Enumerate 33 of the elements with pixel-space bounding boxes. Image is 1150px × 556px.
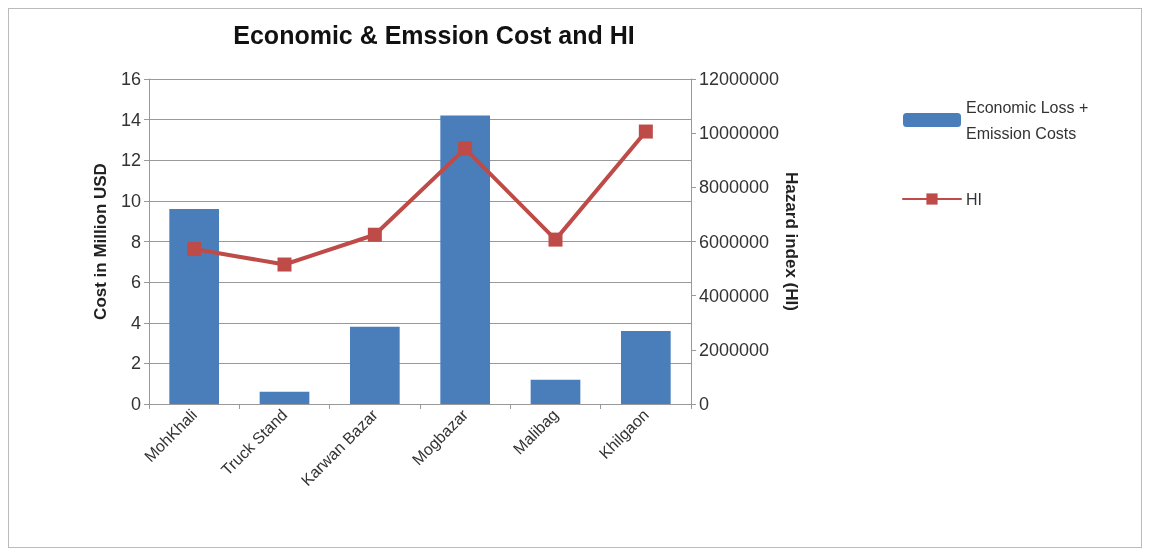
legend-label: Economic Loss + Emission Costs <box>966 98 1093 142</box>
y2-tick-label: 10000000 <box>699 123 780 144</box>
y-tick-label: 12 <box>120 150 141 171</box>
bar <box>530 379 581 404</box>
y-axis-title: Cost in Million USD <box>91 163 110 320</box>
y-tick-label: 10 <box>120 190 141 211</box>
y-tick-label: 2 <box>130 353 141 374</box>
y-tick-label: 6 <box>130 272 141 293</box>
y2-axis-title: Hazard index (HI) <box>781 172 801 311</box>
chart-title: Economic & Emssion Cost and HI <box>233 20 635 49</box>
y2-tick-label: 8000000 <box>699 177 770 198</box>
y2-tick-label: 12000000 <box>699 69 780 89</box>
legend-label: HI <box>966 190 982 208</box>
point <box>638 124 653 139</box>
bar <box>259 391 310 404</box>
y2-tick-label: 0 <box>699 394 710 414</box>
point <box>277 257 292 272</box>
y2-tick-label: 6000000 <box>699 231 770 252</box>
bar <box>169 209 220 404</box>
bar <box>620 330 671 404</box>
y-tick-label: 14 <box>120 109 141 130</box>
point <box>367 227 382 242</box>
y2-tick-label: 4000000 <box>699 285 770 306</box>
point <box>458 141 473 156</box>
point <box>548 232 563 247</box>
bar <box>349 326 400 404</box>
y-tick-label: 0 <box>130 394 141 414</box>
bar <box>440 115 491 404</box>
y-tick-label: 16 <box>120 69 141 89</box>
point <box>187 242 202 257</box>
y2-tick-label: 2000000 <box>699 339 770 360</box>
y-tick-label: 4 <box>130 312 141 333</box>
y-tick-label: 8 <box>130 231 141 252</box>
